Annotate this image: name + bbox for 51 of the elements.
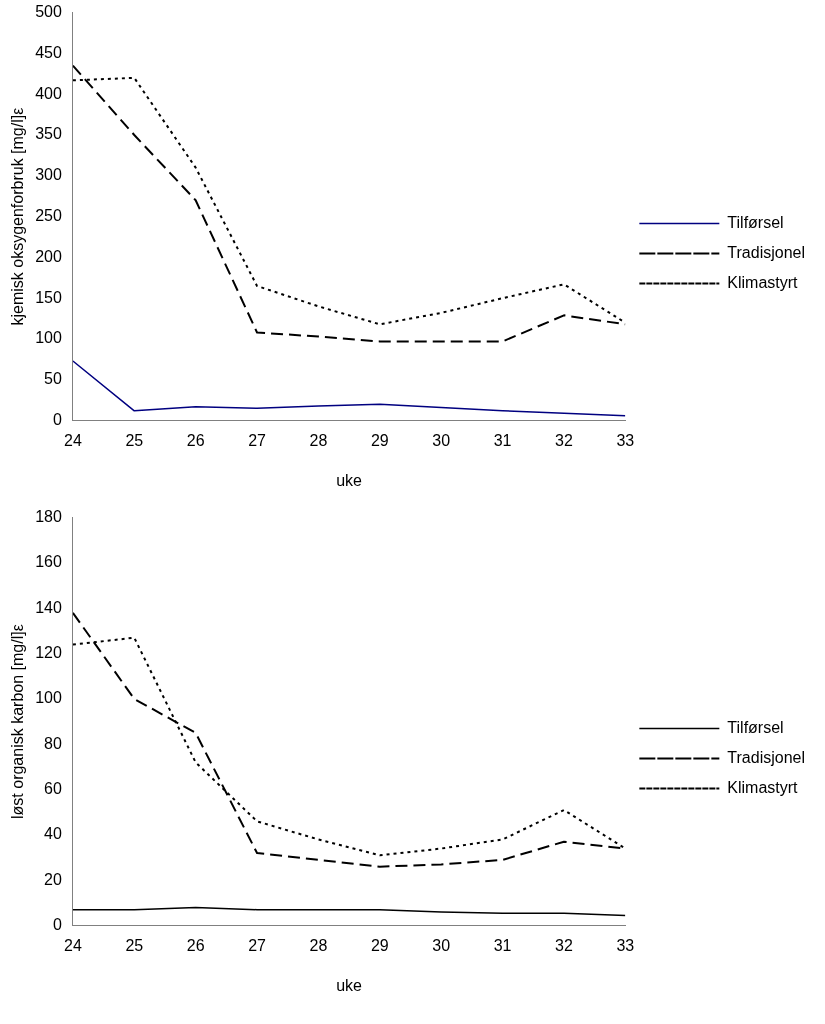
y-tick-label: 450 <box>35 43 62 61</box>
y-tick-label: 100 <box>35 329 62 347</box>
x-tick-label: 26 <box>186 936 205 954</box>
x-tick-label: 32 <box>555 936 573 954</box>
y-tick-label: 0 <box>52 411 62 429</box>
x-tick-label: 25 <box>125 431 144 449</box>
y-tick-label: 350 <box>35 125 62 143</box>
x-tick-label: 33 <box>616 936 635 954</box>
y-tick-label: 180 <box>35 508 62 526</box>
y-tick-label: 20 <box>44 870 62 888</box>
x-tick-label: 30 <box>432 431 451 449</box>
y-tick-label: 100 <box>35 689 62 707</box>
x-axis-title: uke <box>336 976 363 994</box>
y-tick-label: 60 <box>44 780 62 798</box>
legend-label: Tradisjonel <box>727 748 806 766</box>
x-tick-label: 32 <box>555 431 573 449</box>
x-tick-label: 24 <box>64 936 82 954</box>
x-axis-title: uke <box>336 471 363 489</box>
y-tick-label: 140 <box>35 598 62 616</box>
y-tick-label: 200 <box>35 247 62 265</box>
y-tick-label: 500 <box>35 3 62 21</box>
y-tick-label: 50 <box>44 370 62 388</box>
y-tick-label: 40 <box>44 825 62 843</box>
y-axis-title: løst organisk karbon [mg/l]ε <box>9 624 27 819</box>
x-tick-label: 30 <box>432 936 451 954</box>
y-tick-label: 400 <box>35 84 62 102</box>
x-tick-label: 31 <box>493 431 512 449</box>
y-tick-label: 150 <box>35 288 62 306</box>
legend-label: Tradisjonel <box>727 243 806 261</box>
x-tick-label: 33 <box>616 431 635 449</box>
x-tick-label: 28 <box>309 431 328 449</box>
x-tick-label: 27 <box>248 936 267 954</box>
x-tick-label: 29 <box>370 936 389 954</box>
legend-label: Tilførsel <box>727 718 784 736</box>
y-tick-label: 250 <box>35 207 62 225</box>
y-axis-title: kjemisk oksygenforbruk [mg/l]ε <box>9 107 27 326</box>
x-tick-label: 28 <box>309 936 328 954</box>
legend-label: Tilførsel <box>727 213 784 231</box>
y-tick-label: 120 <box>35 644 62 662</box>
x-tick-label: 27 <box>248 431 267 449</box>
x-tick-label: 26 <box>186 431 205 449</box>
legend-label: Klimastyrt <box>727 778 799 796</box>
legend-label: Klimastyrt <box>727 273 799 291</box>
x-tick-label: 25 <box>125 936 144 954</box>
x-tick-label: 29 <box>370 431 389 449</box>
y-tick-label: 80 <box>44 734 62 752</box>
x-tick-label: 31 <box>493 936 512 954</box>
y-tick-label: 0 <box>52 916 62 934</box>
y-tick-label: 300 <box>35 166 62 184</box>
x-tick-label: 24 <box>64 431 82 449</box>
y-tick-label: 160 <box>35 553 62 571</box>
